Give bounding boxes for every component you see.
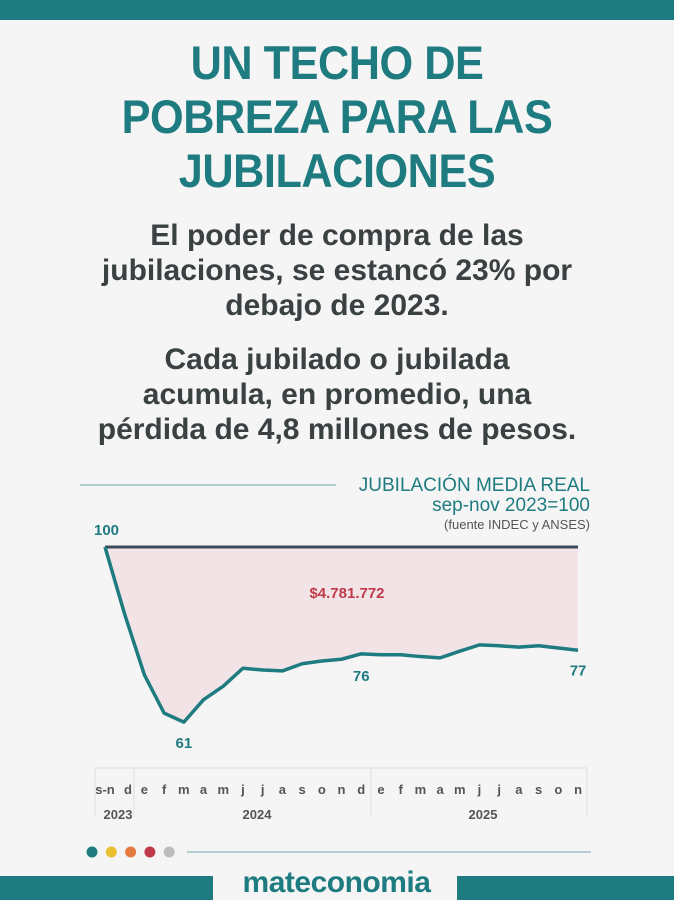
data-label: 77	[570, 662, 587, 679]
area-label: $4.781.772	[309, 585, 384, 602]
chart-title: JUBILACIÓN MEDIA REAL	[358, 475, 590, 496]
loss-area	[105, 547, 579, 723]
month-tick-label: m	[415, 782, 427, 797]
chart-title-block: JUBILACIÓN MEDIA REAL sep-nov 2023=100 (…	[359, 476, 590, 533]
month-tick-label: o	[318, 782, 326, 797]
title-line: JUBILACIONES	[178, 144, 496, 197]
month-tick-label: a	[436, 782, 444, 797]
month-tick-label: d	[124, 782, 132, 797]
data-label: 76	[353, 668, 370, 685]
top-bar	[0, 0, 674, 20]
month-tick-label: n	[338, 782, 346, 797]
brand-logo: mateconomia	[242, 866, 431, 899]
bottom-bar-left	[0, 876, 213, 900]
decor-dot	[125, 846, 137, 858]
subtitle-line: pérdida de 4,8 millones de pesos.	[97, 413, 577, 446]
month-tick-label: a	[200, 782, 208, 797]
year-tick-label: 2023	[104, 807, 133, 822]
month-tick-label: m	[178, 782, 190, 797]
data-label: 61	[175, 735, 192, 752]
decor-dot	[105, 846, 117, 858]
month-tick-label: f	[162, 782, 167, 797]
month-tick-label: a	[279, 782, 287, 797]
data-label: 100	[94, 522, 119, 539]
month-tick-label: j	[477, 782, 482, 797]
month-tick-label: s	[535, 782, 542, 797]
year-tick-label: 2025	[469, 807, 498, 822]
month-tick-label: e	[141, 782, 148, 797]
decor-dot	[144, 846, 156, 858]
month-tick-label: e	[377, 782, 384, 797]
month-tick-label: s	[298, 782, 305, 797]
month-tick-label: j	[260, 782, 265, 797]
subtitle-line: jubilaciones, se estancó 23% por	[101, 254, 573, 287]
subtitle-line: debajo de 2023.	[225, 289, 449, 322]
decor-dot	[163, 846, 175, 858]
month-tick-label: o	[554, 782, 562, 797]
decor-dot	[86, 846, 98, 858]
month-tick-label: m	[217, 782, 229, 797]
month-tick-label: a	[515, 782, 523, 797]
month-tick-label: d	[357, 782, 365, 797]
title-line: UN TECHO DE	[190, 36, 484, 89]
subtitle-2: Cada jubilado o jubilada acumula, en pro…	[0, 342, 674, 447]
month-tick-label: j	[496, 782, 501, 797]
bottom-bar-right	[457, 876, 674, 900]
month-tick-label: j	[240, 782, 245, 797]
subtitle-line: acumula, en promedio, una	[142, 378, 532, 411]
month-tick-label: f	[398, 782, 403, 797]
subtitle-line: El poder de compra de las	[150, 219, 524, 252]
month-tick-label: s-n	[95, 782, 115, 797]
subtitle-line: Cada jubilado o jubilada	[164, 343, 510, 376]
month-tick-label: m	[454, 782, 466, 797]
page-title: UN TECHO DE POBREZA PARA LAS JUBILACIONE…	[27, 36, 647, 198]
year-tick-label: 2024	[243, 807, 273, 822]
chart-source: (fuente INDEC y ANSES)	[444, 517, 590, 532]
chart-subtitle: sep-nov 2023=100	[432, 495, 590, 516]
subtitle-1: El poder de compra de las jubilaciones, …	[0, 218, 674, 323]
month-tick-label: n	[574, 782, 582, 797]
title-line: POBREZA PARA LAS	[121, 90, 553, 143]
